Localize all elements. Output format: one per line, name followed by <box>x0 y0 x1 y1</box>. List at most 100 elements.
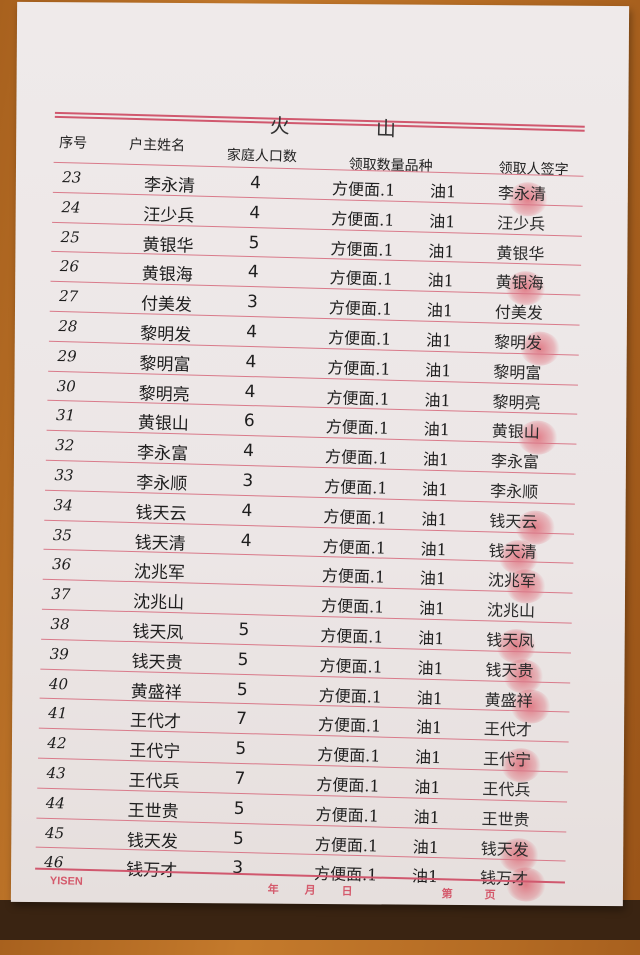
oil-quantity: 油1 <box>416 688 444 708</box>
row-number: 30 <box>56 376 77 396</box>
oil-quantity: 油1 <box>421 509 448 530</box>
recipient-signature: 王世贵 <box>481 809 530 830</box>
recipient-signature: 沈兆军 <box>487 570 537 592</box>
recipient-signature: 汪少兵 <box>496 213 546 234</box>
household-head-name: 付美发 <box>140 294 193 316</box>
household-size: 7 <box>235 709 248 730</box>
household-size: 5 <box>233 798 245 819</box>
household-size: 5 <box>235 738 247 760</box>
noodles-quantity: 方便面.1 <box>330 238 394 260</box>
row-number: 43 <box>46 763 66 783</box>
oil-quantity: 油1 <box>421 479 449 500</box>
household-head-name: 沈兆山 <box>132 592 185 614</box>
noodles-quantity: 方便面.1 <box>331 179 396 200</box>
household-size: 4 <box>245 321 258 343</box>
oil-quantity: 油1 <box>428 241 455 261</box>
row-number: 29 <box>57 346 77 366</box>
noodles-quantity: 方便面.1 <box>321 566 386 588</box>
recipient-signature: 钱天凤 <box>486 630 535 651</box>
noodles-quantity: 方便面.1 <box>331 208 395 230</box>
header-name: 户主姓名 <box>128 136 186 155</box>
noodles-quantity: 方便面.1 <box>317 715 382 737</box>
footer-page-suffix: 页 <box>484 889 496 902</box>
household-head-name: 黎明发 <box>139 324 192 346</box>
recipient-signature: 钱天清 <box>488 540 537 562</box>
desk-edge <box>0 900 640 940</box>
oil-quantity: 油1 <box>426 300 454 321</box>
household-head-name: 钱天凤 <box>132 622 184 644</box>
household-head-name: 王代兵 <box>128 771 180 793</box>
row-number: 45 <box>44 823 65 842</box>
row-number: 36 <box>51 555 72 574</box>
row-number: 41 <box>47 704 68 723</box>
household-size: 5 <box>232 828 245 849</box>
row-number: 44 <box>45 793 66 813</box>
footer-month: 月 <box>304 884 316 897</box>
oil-quantity: 油1 <box>419 568 447 589</box>
row-number: 32 <box>54 436 75 455</box>
recipient-signature: 付美发 <box>494 302 544 323</box>
recipient-signature: 黎明亮 <box>492 392 541 413</box>
recipient-signature: 钱天贵 <box>485 660 534 681</box>
household-size: 4 <box>245 351 257 373</box>
noodles-quantity: 方便面.1 <box>325 417 390 439</box>
household-size: 3 <box>246 292 259 313</box>
noodles-quantity: 方便面.1 <box>326 387 391 409</box>
oil-quantity: 油1 <box>427 271 455 291</box>
row-number: 42 <box>47 734 67 753</box>
oil-quantity: 油1 <box>429 181 457 202</box>
household-size: 4 <box>240 530 252 551</box>
row-number: 37 <box>51 585 71 604</box>
noodles-quantity: 方便面.1 <box>316 774 380 796</box>
noodles-quantity: 方便面.1 <box>323 506 387 528</box>
footer-day: 日 <box>341 885 353 898</box>
household-size: 4 <box>249 173 262 194</box>
household-head-name: 钱万才 <box>126 855 178 881</box>
recipient-signature: 钱天发 <box>480 838 530 860</box>
oil-quantity: 油1 <box>422 449 450 470</box>
household-size: 5 <box>237 649 249 670</box>
noodles-quantity: 方便面.1 <box>319 655 384 677</box>
recipient-signature: 黄银山 <box>491 421 540 443</box>
household-head-name: 黄盛祥 <box>130 681 183 703</box>
household-size: 7 <box>234 768 246 790</box>
row-number: 26 <box>59 257 80 276</box>
recipient-signature: 李永富 <box>490 451 540 472</box>
household-head-name: 钱天发 <box>126 830 179 852</box>
household-size: 4 <box>241 500 253 521</box>
household-size: 3 <box>231 858 244 879</box>
oil-quantity: 油1 <box>423 420 451 440</box>
household-head-name: 汪少兵 <box>143 205 195 227</box>
household-size: 5 <box>236 679 248 700</box>
row-number: 40 <box>48 674 69 693</box>
noodles-quantity: 方便面.1 <box>318 685 383 707</box>
recipient-signature: 黄银华 <box>496 243 545 264</box>
row-number: 31 <box>55 406 76 425</box>
row-number: 38 <box>50 614 70 634</box>
oil-quantity: 油1 <box>414 777 441 798</box>
noodles-quantity: 方便面.1 <box>329 268 394 290</box>
row-number: 24 <box>61 197 81 217</box>
footer-year: 年 <box>267 883 279 896</box>
oil-quantity: 油1 <box>414 747 442 768</box>
household-head-name: 黎明亮 <box>138 383 190 406</box>
recipient-signature: 李永顺 <box>489 481 539 502</box>
recipient-signature: 黄盛祥 <box>484 689 533 711</box>
household-head-name: 黄银海 <box>141 264 193 286</box>
oil-quantity: 油1 <box>413 807 441 827</box>
household-head-name: 沈兆军 <box>133 562 186 584</box>
row-number: 34 <box>53 495 73 515</box>
household-size: 4 <box>247 262 259 283</box>
recipient-signature: 黎明富 <box>493 362 542 383</box>
header-count: 家庭人口数 <box>226 147 298 166</box>
noodles-quantity: 方便面.1 <box>316 745 381 766</box>
oil-quantity: 油1 <box>411 866 439 887</box>
household-head-name: 黄银华 <box>142 234 194 257</box>
household-size: 4 <box>249 202 261 224</box>
household-head-name: 李永富 <box>136 443 189 465</box>
household-size: 3 <box>242 470 254 492</box>
noodles-quantity: 方便面.1 <box>327 328 392 349</box>
noodles-quantity: 方便面.1 <box>314 834 379 856</box>
noodles-quantity: 方便面.1 <box>323 477 388 498</box>
